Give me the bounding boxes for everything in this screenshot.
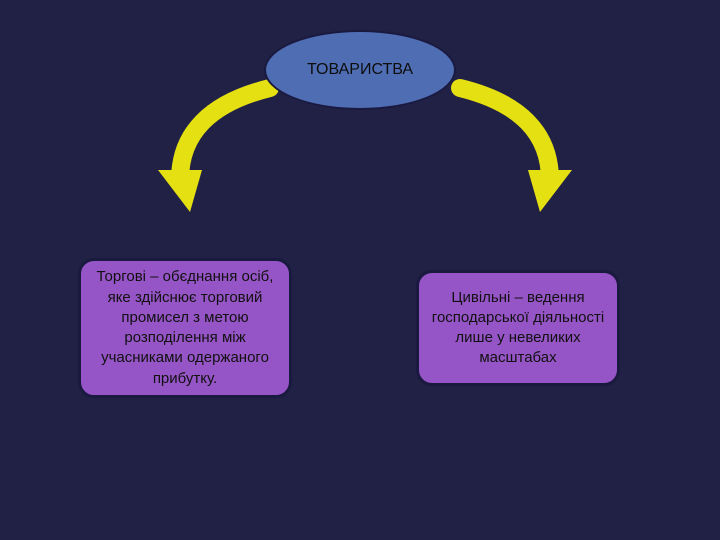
right-arrow-shaft [460, 88, 550, 180]
left-arrow [150, 70, 300, 240]
left-box-label: Торгові – обєднання осіб, яке здійснює т… [93, 267, 277, 389]
top-node: ТОВАРИСТВА [264, 30, 456, 110]
top-node-label: ТОВАРИСТВА [307, 61, 413, 79]
right-box-label: Цивільні – ведення господарської діяльно… [431, 288, 605, 369]
left-box: Торгові – обєднання осіб, яке здійснює т… [78, 258, 292, 398]
right-arrow [430, 70, 580, 240]
right-box: Цивільні – ведення господарської діяльно… [416, 270, 620, 386]
left-arrow-shaft [180, 88, 270, 180]
diagram-canvas: ТОВАРИСТВА Торгові – обєднання осіб, яке… [0, 0, 720, 540]
right-arrow-head [528, 170, 572, 212]
left-arrow-head [158, 170, 202, 212]
